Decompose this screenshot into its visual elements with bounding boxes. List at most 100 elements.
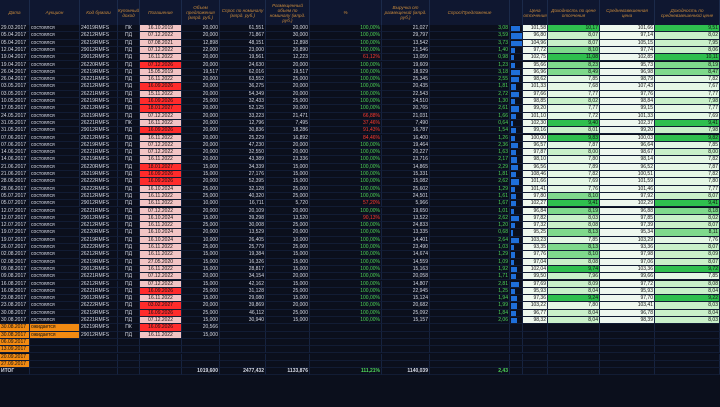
cell-13[interactable]: 7,87	[548, 141, 600, 150]
cell-7[interactable]	[266, 338, 310, 347]
cell-14[interactable]	[600, 346, 655, 354]
cell-13[interactable]: 8,08	[548, 258, 600, 266]
cell-3[interactable]: ПД	[118, 273, 140, 281]
cell-9[interactable]: 14,865	[382, 163, 430, 171]
cell-7[interactable]	[266, 353, 310, 361]
cell-5[interactable]	[182, 346, 220, 354]
cell-2[interactable]: 26219RMFS	[80, 141, 118, 150]
cell-12[interactable]: 95,66	[523, 61, 548, 69]
cell-14[interactable]: 103,36	[600, 265, 655, 274]
cell-5[interactable]: 1019,600	[182, 368, 220, 376]
cell-14[interactable]: 98,39	[600, 317, 655, 325]
cell-7[interactable]: 20,000	[266, 141, 310, 150]
cell-7[interactable]: 20,000	[266, 83, 310, 91]
cell-7[interactable]: 25,000	[266, 192, 310, 201]
cell-13[interactable]: 7,77	[548, 90, 600, 98]
cell-7[interactable]: 20,000	[266, 61, 310, 69]
cell-6[interactable]: 63,552	[220, 76, 266, 84]
cell-0[interactable]: 14.06.2017	[0, 156, 30, 164]
cell-6[interactable]: 32,433	[220, 98, 266, 106]
cell-2[interactable]: 29012RMFS	[80, 200, 118, 208]
cell-4[interactable]: 15.11.2022	[140, 90, 182, 98]
cell-13[interactable]: 11,08	[548, 54, 600, 62]
cell-4[interactable]: 16.11.2022	[140, 200, 182, 208]
cell-1[interactable]: состоялся	[30, 222, 80, 230]
cell-13[interactable]: 9,74	[548, 265, 600, 274]
cell-2[interactable]	[80, 368, 118, 376]
cell-9[interactable]: 14,559	[382, 258, 430, 266]
cell-9[interactable]	[382, 331, 430, 339]
cell-3[interactable]: ПК	[118, 25, 140, 33]
cell-8[interactable]: 100,00%	[310, 251, 382, 259]
cell-9[interactable]: 19,464	[382, 141, 430, 150]
demand-bar-cell[interactable]	[510, 317, 523, 325]
cell-8[interactable]: 100,00%	[310, 163, 382, 171]
cell-2[interactable]: 26212RMFS	[80, 251, 118, 259]
cell-7[interactable]: 25,000	[266, 222, 310, 230]
cell-1[interactable]: состоялся	[30, 171, 80, 179]
cell-15[interactable]: 8,02	[655, 32, 720, 40]
cell-0[interactable]: 23.08.2017	[0, 295, 30, 303]
cell-8[interactable]: 100,00%	[310, 68, 382, 77]
cell-2[interactable]: 26221RMFS	[80, 207, 118, 215]
cell-14[interactable]: 96,98	[600, 68, 655, 77]
cell-6[interactable]: 31,128	[220, 287, 266, 296]
cell-1[interactable]: состоялся	[30, 83, 80, 91]
cell-14[interactable]: 103,29	[600, 236, 655, 244]
cell-0[interactable]: 17.05.2017	[0, 105, 30, 113]
cell-7[interactable]: 18,286	[266, 127, 310, 135]
demand-bar-cell[interactable]	[510, 229, 523, 237]
cell-3[interactable]: ПД	[118, 331, 140, 339]
cell-6[interactable]: 26,405	[220, 236, 266, 244]
cell-14[interactable]: 102,29	[600, 200, 655, 208]
demand-bar-cell[interactable]	[510, 353, 523, 361]
cell-5[interactable]: 10,000	[182, 200, 220, 208]
cell-4[interactable]: 07.12.2022	[140, 32, 182, 40]
demand-bar-cell[interactable]	[510, 200, 523, 208]
cell-12[interactable]: 98,10	[523, 156, 548, 164]
cell-10[interactable]: 1,01	[430, 207, 510, 215]
cell-13[interactable]: 8,04	[548, 309, 600, 317]
cell-8[interactable]: 100,00%	[310, 229, 382, 237]
cell-0[interactable]: 26.04.2017	[0, 68, 30, 77]
cell-14[interactable]: 95,93	[600, 287, 655, 296]
cell-6[interactable]: 34,154	[220, 273, 266, 281]
cell-15[interactable]: 9,82	[655, 134, 720, 142]
cell-5[interactable]: 20,000	[182, 90, 220, 98]
cell-1[interactable]	[30, 368, 80, 376]
cell-0[interactable]: 16.08.2017	[0, 287, 30, 296]
cell-15[interactable]	[655, 338, 720, 347]
cell-5[interactable]: 20,000	[182, 83, 220, 91]
cell-5[interactable]: 15,000	[182, 331, 220, 339]
demand-bar-cell[interactable]	[510, 331, 523, 339]
cell-8[interactable]: 100,00%	[310, 32, 382, 40]
cell-6[interactable]: 25,779	[220, 244, 266, 252]
column-header[interactable]: Выручка от размещений (млрд. руб.)	[382, 0, 430, 25]
cell-10[interactable]: 3,59	[430, 32, 510, 40]
cell-12[interactable]: 95,25	[523, 229, 548, 237]
cell-14[interactable]: 97,98	[600, 251, 655, 259]
cell-0[interactable]: 09.08.2017	[0, 265, 30, 274]
demand-bar-cell[interactable]	[510, 258, 523, 266]
cell-13[interactable]: 9,40	[548, 119, 600, 128]
cell-7[interactable]: 16,892	[266, 134, 310, 142]
cell-7[interactable]: 19,517	[266, 68, 310, 77]
demand-bar-cell[interactable]	[510, 214, 523, 223]
cell-3[interactable]: ПД	[118, 200, 140, 208]
cell-10[interactable]: 2,62	[430, 178, 510, 186]
cell-13[interactable]: 7,68	[548, 83, 600, 91]
cell-9[interactable]: 20,058	[382, 273, 430, 281]
cell-15[interactable]: 10,11	[655, 54, 720, 62]
cell-9[interactable]	[382, 360, 430, 369]
cell-2[interactable]: 26220RMFS	[80, 61, 118, 69]
cell-9[interactable]	[382, 324, 430, 332]
cell-14[interactable]: 96,78	[600, 309, 655, 317]
cell-12[interactable]: 93,35	[523, 244, 548, 252]
cell-10[interactable]: 1,23	[430, 61, 510, 69]
cell-10[interactable]: 1,94	[430, 295, 510, 303]
cell-3[interactable]: ПД	[118, 251, 140, 259]
cell-4[interactable]: 16.11.2022	[140, 134, 182, 142]
cell-14[interactable]: 98,79	[600, 76, 655, 84]
cell-12[interactable]	[523, 353, 548, 361]
cell-15[interactable]: 7,82	[655, 171, 720, 179]
